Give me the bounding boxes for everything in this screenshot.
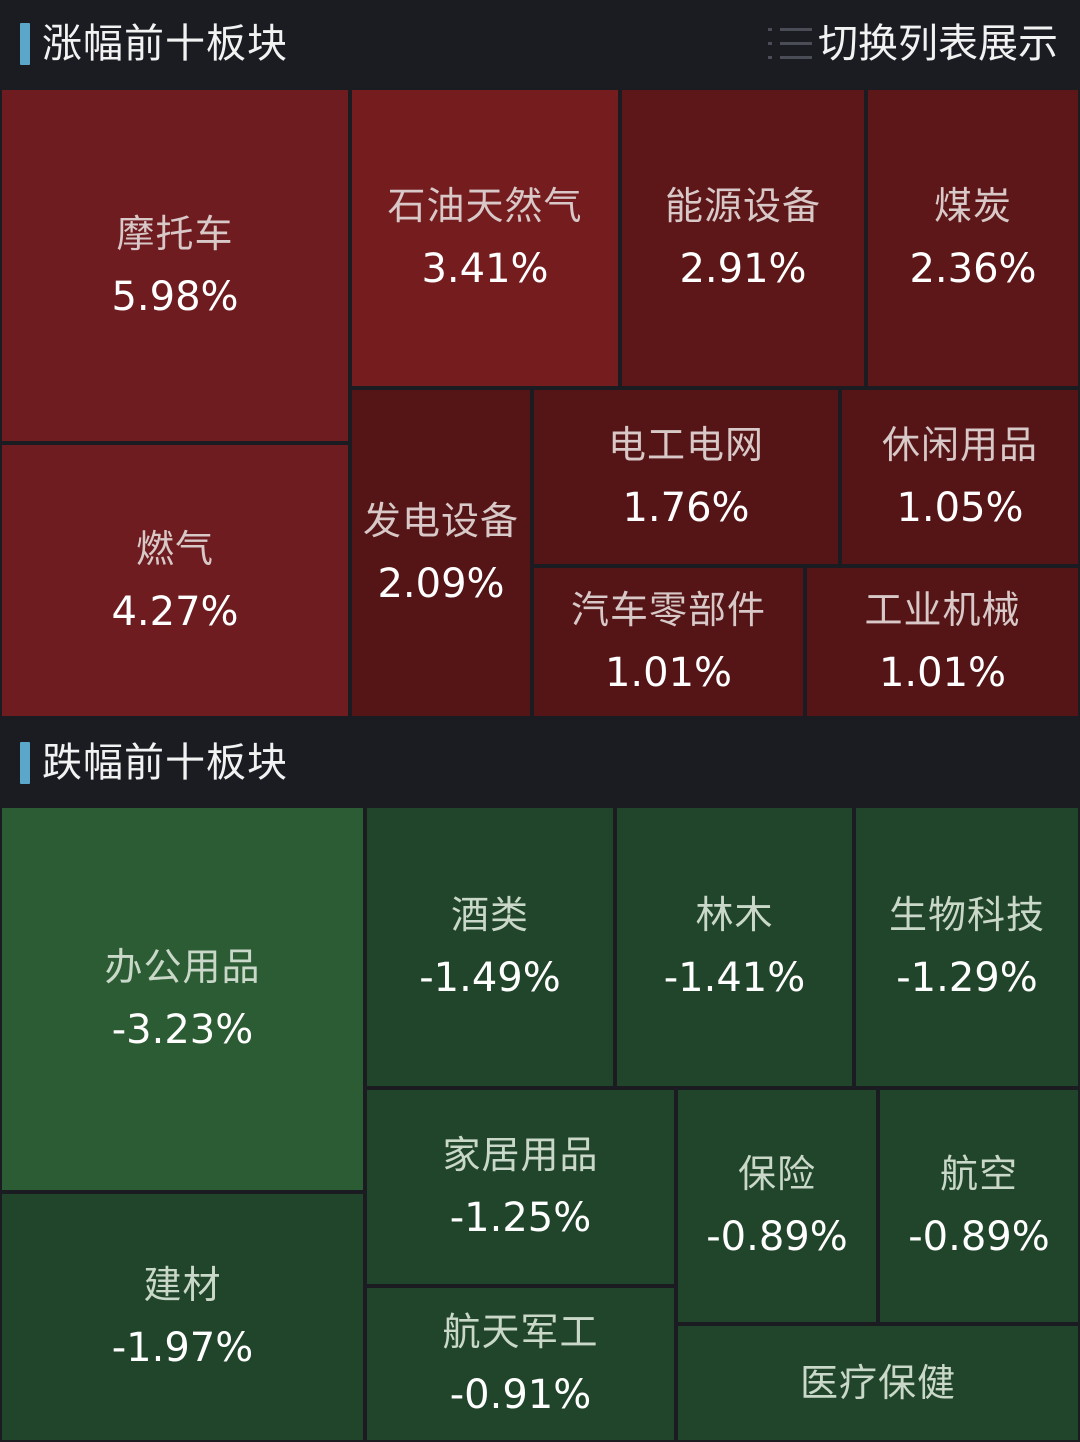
sector-tile[interactable]: 工业机械 1.01% — [805, 566, 1080, 718]
fall-treemap: 办公用品 -3.23% 建材 -1.97% 酒类 -1.49% 林木 -1.41… — [0, 806, 1080, 1442]
sector-name: 家居用品 — [442, 1133, 599, 1177]
sector-tile[interactable]: 电工电网 1.76% — [532, 388, 840, 566]
sector-change: 3.41% — [421, 246, 549, 292]
sector-name: 医疗保健 — [799, 1361, 956, 1405]
sector-name: 电工电网 — [607, 423, 764, 467]
sector-change: -1.49% — [419, 955, 561, 1001]
sector-name: 汽车零部件 — [570, 588, 766, 632]
sector-change: 2.91% — [679, 246, 807, 292]
sector-change: -0.91% — [449, 1372, 592, 1418]
sector-change: 1.05% — [896, 485, 1024, 531]
rise-treemap: 摩托车 5.98% 燃气 4.27% 石油天然气 3.41% 能源设备 2.91… — [0, 88, 1080, 718]
sector-change: 4.27% — [111, 588, 239, 635]
switch-list-view-button[interactable]: 切换列表展示 — [768, 24, 1058, 64]
sector-name: 发电设备 — [362, 499, 519, 543]
sector-change: -0.89% — [706, 1214, 848, 1260]
sector-tile[interactable]: 医疗保健 — [676, 1324, 1080, 1442]
sector-name: 林木 — [695, 893, 774, 937]
sector-tile[interactable]: 办公用品 -3.23% — [0, 806, 365, 1192]
sector-change: -1.41% — [663, 955, 806, 1001]
sector-name: 能源设备 — [664, 184, 821, 228]
sector-tile[interactable]: 航空 -0.89% — [878, 1088, 1080, 1324]
sector-tile[interactable]: 建材 -1.97% — [0, 1192, 365, 1442]
sector-change: 2.36% — [909, 246, 1037, 292]
sector-name: 保险 — [737, 1152, 816, 1196]
sector-tile[interactable]: 煤炭 2.36% — [866, 88, 1080, 388]
sector-change: -1.97% — [111, 1325, 254, 1371]
sector-name: 燃气 — [135, 526, 214, 571]
fall-header-accent-bar — [20, 742, 30, 784]
list-icon — [768, 24, 814, 64]
sector-tile[interactable]: 发电设备 2.09% — [350, 388, 532, 718]
sector-name: 摩托车 — [116, 211, 234, 256]
rise-section-title: 涨幅前十板块 — [42, 21, 288, 67]
sector-name: 煤炭 — [933, 184, 1012, 228]
sector-change: -0.89% — [908, 1214, 1050, 1260]
sector-name: 航天军工 — [442, 1310, 599, 1354]
sector-tile[interactable]: 保险 -0.89% — [676, 1088, 878, 1324]
sector-name: 生物科技 — [888, 893, 1045, 937]
sector-change: 1.76% — [622, 485, 750, 531]
rise-header-accent-bar — [20, 23, 30, 65]
sector-tile[interactable]: 石油天然气 3.41% — [350, 88, 620, 388]
sector-tile[interactable]: 能源设备 2.91% — [620, 88, 866, 388]
switch-list-view-label: 切换列表展示 — [818, 21, 1058, 67]
sector-name: 航空 — [939, 1152, 1018, 1196]
sector-name: 石油天然气 — [387, 184, 583, 228]
fall-section-title: 跌幅前十板块 — [42, 740, 288, 786]
sector-tile[interactable]: 汽车零部件 1.01% — [532, 566, 805, 718]
sector-name: 休闲用品 — [881, 423, 1038, 467]
sector-name: 酒类 — [450, 893, 529, 937]
sector-change: 1.01% — [604, 650, 733, 696]
sector-name: 工业机械 — [864, 588, 1021, 632]
sector-tile[interactable]: 生物科技 -1.29% — [854, 806, 1080, 1088]
sector-tile[interactable]: 燃气 4.27% — [0, 443, 350, 718]
sector-change: -1.25% — [449, 1195, 592, 1241]
sector-tile[interactable]: 酒类 -1.49% — [365, 806, 615, 1088]
fall-section-header: 跌幅前十板块 — [0, 718, 1080, 806]
sector-tile[interactable]: 林木 -1.41% — [615, 806, 854, 1088]
sector-change: -3.23% — [111, 1007, 254, 1053]
sector-name: 办公用品 — [104, 945, 261, 989]
sector-tile[interactable]: 休闲用品 1.05% — [840, 388, 1080, 566]
sector-tile[interactable]: 摩托车 5.98% — [0, 88, 350, 443]
rise-section-header: 涨幅前十板块 切换列表展示 — [0, 0, 1080, 88]
sector-change: 2.09% — [377, 561, 505, 607]
sector-tile[interactable]: 航天军工 -0.91% — [365, 1286, 676, 1442]
sector-change: 5.98% — [111, 273, 239, 320]
sector-change: -1.29% — [896, 955, 1038, 1001]
sector-name: 建材 — [143, 1263, 222, 1307]
sector-change: 1.01% — [878, 650, 1007, 696]
sector-tile[interactable]: 家居用品 -1.25% — [365, 1088, 676, 1286]
